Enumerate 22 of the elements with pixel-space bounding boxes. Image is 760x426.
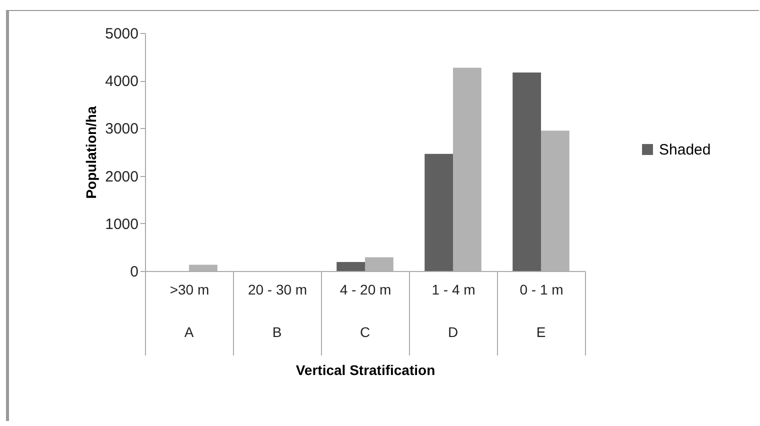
text: D: [448, 324, 458, 340]
y-tick-label: 4000: [105, 73, 138, 90]
x-axis-title: Vertical Stratification: [296, 362, 436, 378]
bar: [512, 72, 541, 271]
text: C: [360, 324, 370, 340]
text: B: [272, 324, 282, 340]
x-tick-label: 1 - 4 m: [432, 282, 476, 298]
y-tick-label: 0: [130, 264, 138, 280]
y-tick-label: 5000: [105, 26, 138, 42]
bar: [336, 262, 365, 271]
y-axis-title: Population/ha: [83, 106, 100, 199]
bar: [424, 154, 453, 271]
x-tick-label: 0 - 1 m: [520, 282, 564, 298]
text: E: [536, 324, 546, 340]
x-tick-label: >30 m: [170, 282, 210, 298]
y-tick-label: 2000: [105, 168, 138, 186]
x-tick-label: 20 - 30 m: [248, 282, 308, 298]
legend-label: Shaded: [659, 142, 711, 158]
y-tick-label: 3000: [105, 120, 138, 138]
x-tick-label: 4 - 20 m: [340, 282, 392, 298]
y-tick-label: 1000: [105, 216, 138, 233]
text: A: [184, 324, 194, 340]
